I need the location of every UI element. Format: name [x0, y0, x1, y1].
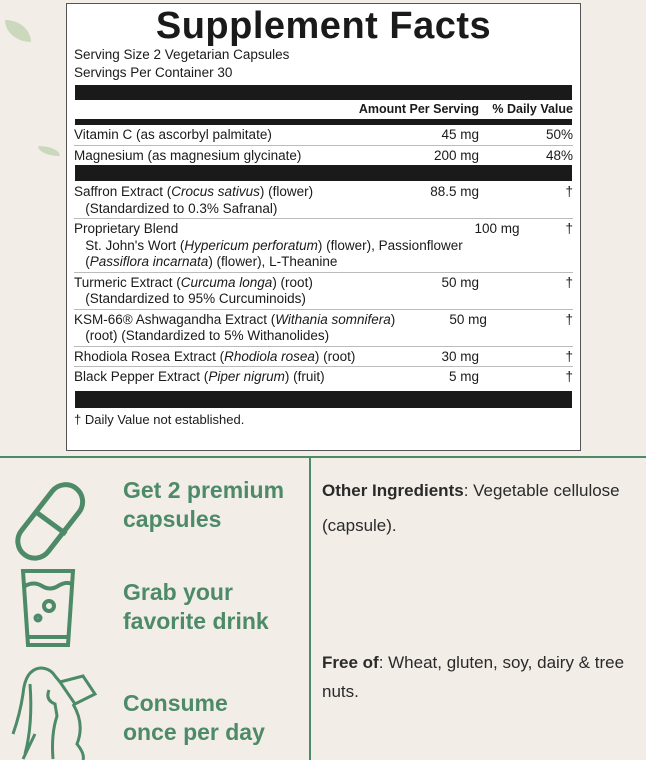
- nutrient-row: Vitamin C (as ascorbyl palmitate) 45 mg 50…: [74, 125, 573, 146]
- name-part: Proprietary Blend: [74, 221, 179, 236]
- step-text: once per day: [123, 719, 265, 745]
- daily-value: †: [565, 221, 573, 236]
- nutrient-row: KSM-66® Ashwagandha Extract (Withania so…: [74, 310, 573, 347]
- nutrient-row: Rhodiola Rosea Extract (Rhodiola rosea) …: [74, 347, 573, 367]
- nutrient-name: Black Pepper Extract (Piper nigrum) (fru…: [74, 369, 379, 386]
- nutrient-name: KSM-66® Ashwagandha Extract (Withania so…: [74, 312, 395, 345]
- nutrient-row: Turmeric Extract (Curcuma longa) (root) …: [74, 273, 573, 310]
- name-part: ) (root): [314, 348, 356, 364]
- latin-name: Curcuma longa: [180, 274, 273, 290]
- daily-value: †: [565, 369, 573, 384]
- name-part: ) (fruit): [284, 369, 325, 384]
- daily-value: 48%: [545, 147, 573, 163]
- woman-drinking-icon: [11, 666, 98, 760]
- leaf-decoration: [5, 20, 31, 42]
- name-part: ) (flower), L-Theanine: [208, 254, 338, 269]
- name-part: (Standardized to 0.3% Safranal): [74, 200, 278, 216]
- nutrient-row: Saffron Extract (Crocus sativus) (flower…: [74, 182, 573, 219]
- other-ingredients-label: Other Ingredients: [322, 481, 464, 500]
- section-divider: [0, 456, 646, 458]
- nutrient-name: Proprietary Blend St. John's Wort (Hyper…: [74, 221, 463, 271]
- nutrient-name: Rhodiola Rosea Extract (Rhodiola rosea) …: [74, 349, 379, 366]
- ingredients-list: Saffron Extract (Crocus sativus) (flower…: [74, 182, 573, 387]
- daily-value: 50%: [545, 127, 573, 142]
- serving-size: Serving Size 2 Vegetarian Capsules: [74, 47, 290, 62]
- footnote: † Daily Value not established.: [74, 411, 245, 427]
- amount: 45 mg: [441, 127, 479, 142]
- divider-bar: [75, 85, 572, 100]
- name-part: Vitamin C (as ascorbyl palmitate): [74, 127, 272, 142]
- amount: 30 mg: [441, 348, 479, 364]
- daily-value: †: [565, 274, 573, 290]
- name-part: ): [390, 311, 396, 327]
- latin-name: Passiflora incarnata: [89, 254, 209, 269]
- leaf-decoration: [38, 146, 60, 156]
- step-2: Grab your favorite drink: [123, 578, 269, 636]
- name-part: (root) (Standardized to 5% Withanolides): [74, 328, 330, 343]
- nutrient-name: Magnesium (as magnesium glycinate): [74, 148, 379, 165]
- nutrient-name: Vitamin C (as ascorbyl palmitate): [74, 127, 379, 144]
- glass-icon: [20, 569, 76, 647]
- name-part: ) (flower): [259, 184, 314, 199]
- step-text: capsules: [123, 506, 222, 532]
- latin-name: Rhodiola rosea: [224, 348, 315, 364]
- name-part: (: [74, 254, 90, 269]
- free-of-text: : Wheat, gluten, soy, dairy & tree nuts.: [322, 653, 625, 701]
- name-part: ) (root): [272, 274, 313, 290]
- name-part: St. John's Wort (: [74, 237, 185, 253]
- column-headers: Amount Per Serving % Daily Value: [74, 100, 573, 118]
- step-text: favorite drink: [123, 608, 269, 634]
- supplement-facts-panel: Supplement Facts Serving Size 2 Vegetari…: [66, 3, 581, 451]
- name-part: Turmeric Extract (: [74, 274, 181, 290]
- facts-title: Supplement Facts: [155, 5, 492, 47]
- nutrient-row: Proprietary Blend St. John's Wort (Hyper…: [74, 219, 573, 273]
- amount: 88.5 mg: [430, 184, 479, 199]
- nutrient-row: Black Pepper Extract (Piper nigrum) (fru…: [74, 367, 573, 387]
- latin-name: Crocus sativus: [171, 184, 260, 199]
- free-of-label: Free of: [322, 653, 379, 672]
- amount: 100 mg: [474, 221, 520, 236]
- vitamins-list: Vitamin C (as ascorbyl palmitate) 45 mg 50…: [74, 125, 573, 165]
- amount: 50 mg: [449, 311, 487, 327]
- divider-bar: [75, 390, 572, 408]
- amount: 50 mg: [441, 274, 479, 290]
- name-part: (Standardized to 95% Curcuminoids): [74, 291, 306, 306]
- daily-value: †: [565, 348, 573, 364]
- nutrient-name: Saffron Extract (Crocus sativus) (flower…: [74, 184, 379, 217]
- latin-name: Hypericum perforatum: [184, 237, 318, 253]
- name-part: ) (flower), Passionflower: [317, 237, 463, 253]
- servings-per-container: Servings Per Container 30: [74, 65, 233, 80]
- nutrient-row: Magnesium (as magnesium glycinate) 200 mg…: [74, 146, 573, 166]
- other-ingredients-text: : Vegetable cellulose (capsule).: [322, 481, 620, 535]
- divider-bar: [75, 165, 572, 181]
- divider-bar: [75, 119, 572, 125]
- dv-header: % Daily Value: [492, 102, 573, 116]
- column-divider: [309, 458, 311, 760]
- step-text: Consume: [123, 690, 228, 716]
- daily-value: †: [565, 184, 573, 199]
- amount-header: Amount Per Serving: [358, 102, 479, 116]
- name-part: Saffron Extract (: [74, 184, 172, 199]
- latin-name: Piper nigrum: [208, 369, 285, 384]
- nutrient-name: Turmeric Extract (Curcuma longa) (root) …: [74, 275, 379, 308]
- step-text: Get 2 premium: [123, 477, 285, 503]
- name-part: KSM-66® Ashwagandha Extract (: [74, 311, 276, 327]
- amount: 5 mg: [448, 369, 479, 384]
- name-part: Rhodiola Rosea Extract (: [74, 348, 225, 364]
- daily-value: †: [565, 311, 573, 327]
- latin-name: Withania somnifera: [275, 311, 391, 327]
- amount: 200 mg: [433, 147, 479, 163]
- step-1: Get 2 premium capsules: [123, 476, 284, 534]
- step-text: Grab your: [123, 579, 233, 605]
- capsule-icon: [15, 482, 86, 561]
- step-3: Consume once per day: [123, 689, 265, 747]
- name-part: Magnesium (as magnesium glycinate): [74, 147, 302, 163]
- other-ingredients: Other Ingredients: Vegetable cellulose (…: [322, 473, 632, 543]
- name-part: Black Pepper Extract (: [74, 369, 209, 384]
- free-of: Free of: Wheat, gluten, soy, dairy & tre…: [322, 648, 632, 706]
